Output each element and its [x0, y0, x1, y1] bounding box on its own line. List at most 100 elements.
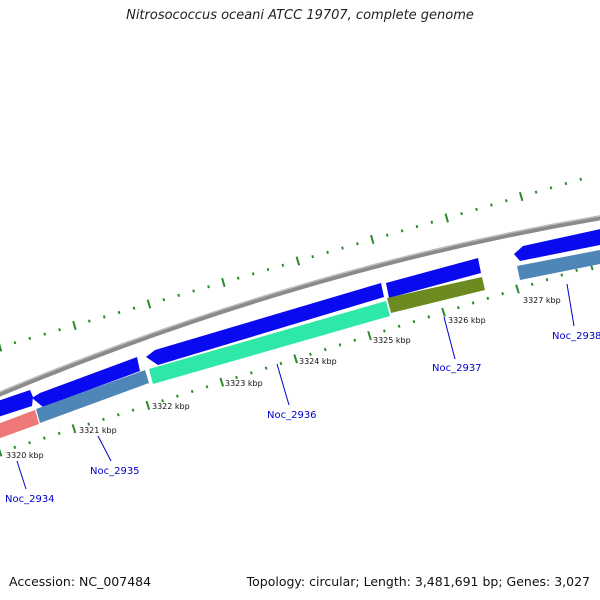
scale-minor-dot	[471, 301, 475, 305]
scale-minor-dot	[190, 389, 194, 394]
outer-dotted-scale	[0, 177, 583, 352]
forward-gene-arrow	[514, 229, 600, 261]
tick-label-3327: 3327 kbp	[523, 296, 561, 305]
scale-minor-dot	[579, 177, 583, 181]
scale-minor-dot	[501, 291, 505, 296]
scale-minor-dot	[251, 272, 255, 276]
scale-minor-dot	[456, 306, 460, 310]
scale-minor-dot	[430, 220, 434, 224]
scale-major-tick	[0, 448, 3, 457]
scale-major-tick	[146, 299, 152, 309]
tick-label-3325: 3325 kbp	[373, 336, 411, 345]
scale-minor-dot	[161, 399, 164, 403]
gene-noc-2936-bar	[149, 301, 390, 384]
scale-minor-dot	[264, 366, 268, 370]
scale-major-tick	[219, 377, 225, 387]
scale-major-tick	[295, 256, 301, 266]
tick-label-3320: 3320 kbp	[6, 451, 44, 460]
scale-minor-dot	[102, 417, 105, 421]
scale-major-tick	[444, 213, 449, 223]
gene-label-noc-2935[interactable]: Noc_2935	[90, 466, 140, 477]
scale-minor-dot	[460, 212, 463, 216]
map-title: Nitrosococcus oceani ATCC 19707, complet…	[126, 8, 474, 23]
scale-major-tick	[370, 234, 375, 245]
gene-noc-2937-bar	[387, 277, 485, 313]
leader-noc-2938	[566, 283, 575, 327]
scale-major-tick	[441, 307, 446, 317]
scale-minor-dot	[177, 293, 181, 297]
tick-label-3322: 3322 kbp	[152, 402, 190, 411]
forward-gene-arrow	[0, 390, 33, 417]
scale-minor-dot	[400, 229, 404, 233]
leader-noc-2935	[97, 435, 112, 462]
scale-major-tick	[515, 284, 520, 294]
gene-noc-2935-bar	[36, 370, 149, 423]
forward-strand-genes	[0, 229, 600, 417]
scale-minor-dot	[475, 207, 478, 211]
tick-label-3321: 3321 kbp	[79, 426, 117, 435]
scale-major-tick	[221, 277, 226, 288]
gene-label-noc-2936[interactable]: Noc_2936	[267, 410, 317, 421]
scale-minor-dot	[162, 298, 166, 302]
scale-minor-dot	[564, 181, 568, 186]
kbp-tick-labels: 3320 kbp 3321 kbp 3322 kbp 3323 kbp 3324…	[6, 296, 561, 460]
scale-minor-dot	[323, 347, 327, 352]
forward-gene-arrow	[146, 283, 384, 365]
tick-label-3326: 3326 kbp	[448, 316, 486, 325]
forward-gene-arrow	[32, 357, 140, 407]
tick-label-3324: 3324 kbp	[299, 357, 337, 366]
gene-noc-2934-bar	[0, 410, 39, 439]
scale-minor-dot	[309, 352, 312, 356]
scale-major-tick	[367, 331, 372, 341]
gene-label-leaders	[16, 283, 575, 490]
scale-minor-dot	[356, 242, 359, 246]
tick-label-3323: 3323 kbp	[225, 379, 263, 388]
inner-dotted-scale	[0, 261, 594, 457]
gene-label-noc-2937[interactable]: Noc_2937	[432, 363, 482, 374]
scale-minor-dot	[192, 289, 195, 293]
scale-minor-dot	[385, 233, 389, 237]
scale-minor-dot	[132, 306, 136, 310]
scale-minor-dot	[88, 319, 91, 323]
gene-noc-2938-bar	[517, 249, 600, 280]
scale-minor-dot	[28, 336, 32, 340]
leader-noc-2937	[443, 316, 456, 360]
scale-minor-dot	[236, 276, 240, 280]
genome-backbone	[0, 215, 600, 397]
scale-major-tick	[0, 343, 3, 352]
scale-minor-dot	[383, 329, 386, 333]
scale-minor-dot	[427, 315, 431, 319]
scale-minor-dot	[326, 250, 329, 254]
scale-minor-dot	[415, 224, 419, 229]
gene-label-noc-2934[interactable]: Noc_2934	[5, 494, 55, 505]
scale-minor-dot	[87, 422, 91, 426]
reverse-strand-genes	[0, 249, 600, 439]
scale-minor-dot	[13, 341, 17, 345]
scale-minor-dot	[281, 263, 285, 267]
scale-minor-dot	[28, 441, 31, 445]
genome-summary-text: Topology: circular; Length: 3,481,691 bp…	[246, 574, 590, 589]
scale-minor-dot	[131, 408, 135, 412]
scale-minor-dot	[353, 338, 357, 342]
scale-minor-dot	[266, 267, 270, 272]
scale-minor-dot	[279, 361, 283, 366]
scale-minor-dot	[530, 282, 534, 286]
scale-minor-dot	[57, 431, 61, 436]
leader-noc-2934	[16, 460, 27, 490]
scale-minor-dot	[486, 296, 490, 301]
scale-minor-dot	[311, 255, 315, 259]
scale-minor-dot	[341, 246, 344, 250]
scale-minor-dot	[42, 436, 46, 440]
gene-label-noc-2938[interactable]: Noc_2938	[552, 331, 600, 342]
scale-minor-dot	[549, 186, 553, 190]
scale-minor-dot	[102, 315, 106, 319]
scale-minor-dot	[545, 278, 549, 282]
genome-backbone-highlight	[0, 215, 600, 393]
scale-minor-dot	[207, 285, 210, 289]
scale-minor-dot	[490, 203, 493, 207]
scale-minor-dot	[575, 268, 578, 272]
scale-minor-dot	[58, 328, 61, 332]
gene-labels: Noc_2934 Noc_2935 Noc_2936 Noc_2937 Noc_…	[5, 331, 600, 505]
leader-noc-2936	[276, 363, 290, 406]
